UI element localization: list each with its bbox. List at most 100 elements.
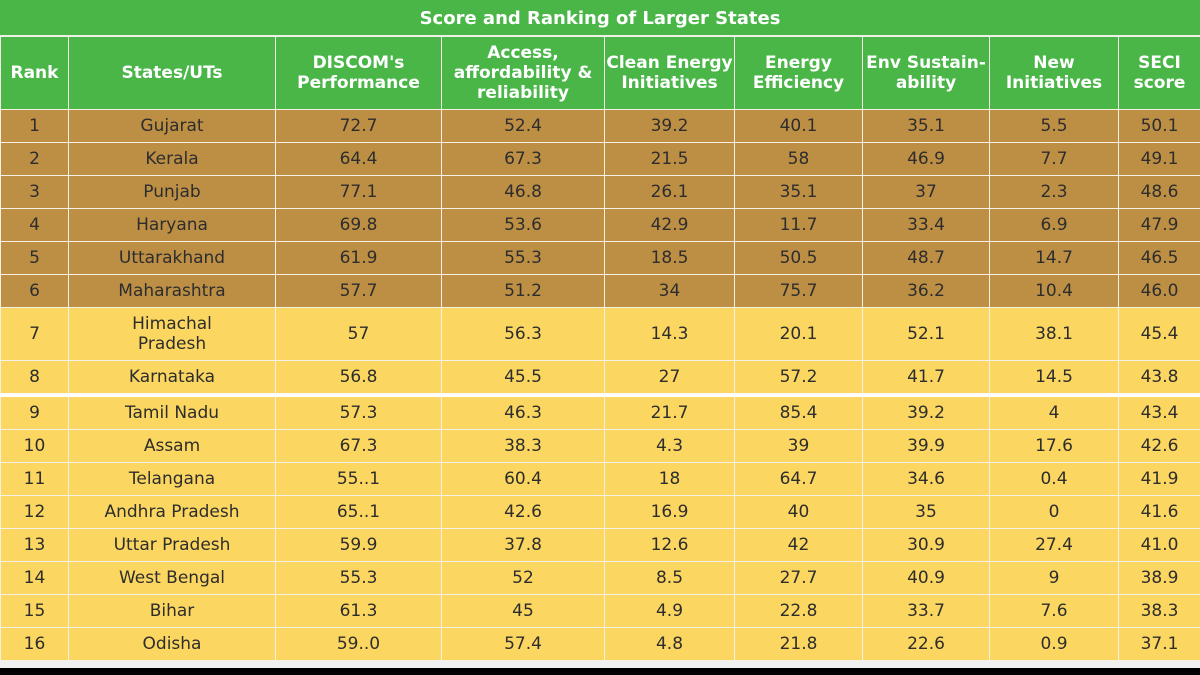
new-initiatives-cell: 14.5 bbox=[989, 360, 1119, 397]
seci-score-cell: 47.9 bbox=[1118, 208, 1200, 242]
table-row: 6 Maharashtra 57.7 51.2 34 75.7 36.2 10.… bbox=[0, 274, 1200, 308]
table-row: 2 Kerala 64.4 67.3 21.5 58 46.9 7.7 49.1 bbox=[0, 142, 1200, 176]
header-energy-efficiency: Energy Efficiency bbox=[734, 36, 863, 110]
rank-cell: 9 bbox=[0, 394, 69, 430]
env-sustainability-cell: 39.9 bbox=[862, 429, 990, 463]
clean-energy-cell: 42.9 bbox=[604, 208, 735, 242]
state-cell: Himachal Pradesh bbox=[68, 307, 276, 361]
env-sustainability-cell: 46.9 bbox=[862, 142, 990, 176]
state-cell: Telangana bbox=[68, 462, 276, 496]
env-sustainability-cell: 22.6 bbox=[862, 627, 990, 661]
table-row: 10 Assam 67.3 38.3 4.3 39 39.9 17.6 42.6 bbox=[0, 429, 1200, 463]
rank-cell: 14 bbox=[0, 561, 69, 595]
clean-energy-cell: 4.9 bbox=[604, 594, 735, 628]
energy-efficiency-cell: 40 bbox=[734, 495, 863, 529]
table-title: Score and Ranking of Larger States bbox=[0, 0, 1200, 36]
new-initiatives-cell: 7.6 bbox=[989, 594, 1119, 628]
discom-cell: 55..1 bbox=[275, 462, 442, 496]
access-cell: 52.4 bbox=[441, 109, 605, 143]
new-initiatives-cell: 14.7 bbox=[989, 241, 1119, 275]
clean-energy-cell: 4.8 bbox=[604, 627, 735, 661]
clean-energy-cell: 21.7 bbox=[604, 394, 735, 430]
clean-energy-cell: 39.2 bbox=[604, 109, 735, 143]
state-cell: Kerala bbox=[68, 142, 276, 176]
table-row: 7 Himachal Pradesh 57 56.3 14.3 20.1 52.… bbox=[0, 307, 1200, 361]
new-initiatives-cell: 9 bbox=[989, 561, 1119, 595]
header-clean-energy: Clean Energy Initiatives bbox=[604, 36, 735, 110]
header-seci-score: SECI score bbox=[1118, 36, 1200, 110]
env-sustainability-cell: 35.1 bbox=[862, 109, 990, 143]
rank-cell: 15 bbox=[0, 594, 69, 628]
clean-energy-cell: 4.3 bbox=[604, 429, 735, 463]
rank-cell: 10 bbox=[0, 429, 69, 463]
access-cell: 57.4 bbox=[441, 627, 605, 661]
discom-cell: 56.8 bbox=[275, 360, 442, 397]
clean-energy-cell: 16.9 bbox=[604, 495, 735, 529]
clean-energy-cell: 18.5 bbox=[604, 241, 735, 275]
new-initiatives-cell: 2.3 bbox=[989, 175, 1119, 209]
seci-score-cell: 42.6 bbox=[1118, 429, 1200, 463]
new-initiatives-cell: 27.4 bbox=[989, 528, 1119, 562]
seci-score-cell: 37.1 bbox=[1118, 627, 1200, 661]
state-cell: Karnataka bbox=[68, 360, 276, 397]
table-row: 11 Telangana 55..1 60.4 18 64.7 34.6 0.4… bbox=[0, 462, 1200, 496]
clean-energy-cell: 27 bbox=[604, 360, 735, 397]
seci-score-cell: 43.8 bbox=[1118, 360, 1200, 397]
access-cell: 56.3 bbox=[441, 307, 605, 361]
access-cell: 52 bbox=[441, 561, 605, 595]
energy-efficiency-cell: 27.7 bbox=[734, 561, 863, 595]
rank-cell: 8 bbox=[0, 360, 69, 397]
seci-score-cell: 46.0 bbox=[1118, 274, 1200, 308]
clean-energy-cell: 26.1 bbox=[604, 175, 735, 209]
access-cell: 45.5 bbox=[441, 360, 605, 397]
access-cell: 46.3 bbox=[441, 394, 605, 430]
env-sustainability-cell: 33.4 bbox=[862, 208, 990, 242]
energy-efficiency-cell: 75.7 bbox=[734, 274, 863, 308]
energy-efficiency-cell: 21.8 bbox=[734, 627, 863, 661]
discom-cell: 67.3 bbox=[275, 429, 442, 463]
clean-energy-cell: 12.6 bbox=[604, 528, 735, 562]
state-cell: Uttarakhand bbox=[68, 241, 276, 275]
energy-efficiency-cell: 50.5 bbox=[734, 241, 863, 275]
access-cell: 45 bbox=[441, 594, 605, 628]
new-initiatives-cell: 0.9 bbox=[989, 627, 1119, 661]
table-row: 3 Punjab 77.1 46.8 26.1 35.1 37 2.3 48.6 bbox=[0, 175, 1200, 209]
new-initiatives-cell: 38.1 bbox=[989, 307, 1119, 361]
env-sustainability-cell: 40.9 bbox=[862, 561, 990, 595]
table-row: 15 Bihar 61.3 45 4.9 22.8 33.7 7.6 38.3 bbox=[0, 594, 1200, 628]
table-row: 13 Uttar Pradesh 59.9 37.8 12.6 42 30.9 … bbox=[0, 528, 1200, 562]
env-sustainability-cell: 35 bbox=[862, 495, 990, 529]
discom-cell: 55.3 bbox=[275, 561, 442, 595]
table-row: 16 Odisha 59..0 57.4 4.8 21.8 22.6 0.9 3… bbox=[0, 627, 1200, 661]
rank-cell: 7 bbox=[0, 307, 69, 361]
discom-cell: 57.7 bbox=[275, 274, 442, 308]
new-initiatives-cell: 7.7 bbox=[989, 142, 1119, 176]
discom-cell: 61.9 bbox=[275, 241, 442, 275]
state-cell: Punjab bbox=[68, 175, 276, 209]
clean-energy-cell: 14.3 bbox=[604, 307, 735, 361]
new-initiatives-cell: 4 bbox=[989, 394, 1119, 430]
seci-score-cell: 49.1 bbox=[1118, 142, 1200, 176]
seci-score-cell: 38.9 bbox=[1118, 561, 1200, 595]
energy-efficiency-cell: 57.2 bbox=[734, 360, 863, 397]
state-cell: Assam bbox=[68, 429, 276, 463]
energy-efficiency-cell: 39 bbox=[734, 429, 863, 463]
energy-efficiency-cell: 22.8 bbox=[734, 594, 863, 628]
seci-score-cell: 41.0 bbox=[1118, 528, 1200, 562]
clean-energy-cell: 21.5 bbox=[604, 142, 735, 176]
access-cell: 46.8 bbox=[441, 175, 605, 209]
state-cell: Uttar Pradesh bbox=[68, 528, 276, 562]
state-cell: Odisha bbox=[68, 627, 276, 661]
header-row: Rank States/UTs DISCOM's Performance Acc… bbox=[0, 36, 1200, 110]
new-initiatives-cell: 0 bbox=[989, 495, 1119, 529]
rank-cell: 3 bbox=[0, 175, 69, 209]
access-cell: 42.6 bbox=[441, 495, 605, 529]
state-cell: Tamil Nadu bbox=[68, 394, 276, 430]
energy-efficiency-cell: 42 bbox=[734, 528, 863, 562]
energy-efficiency-cell: 35.1 bbox=[734, 175, 863, 209]
access-cell: 37.8 bbox=[441, 528, 605, 562]
table-row: 9 Tamil Nadu 57.3 46.3 21.7 85.4 39.2 4 … bbox=[0, 394, 1200, 430]
seci-score-cell: 48.6 bbox=[1118, 175, 1200, 209]
